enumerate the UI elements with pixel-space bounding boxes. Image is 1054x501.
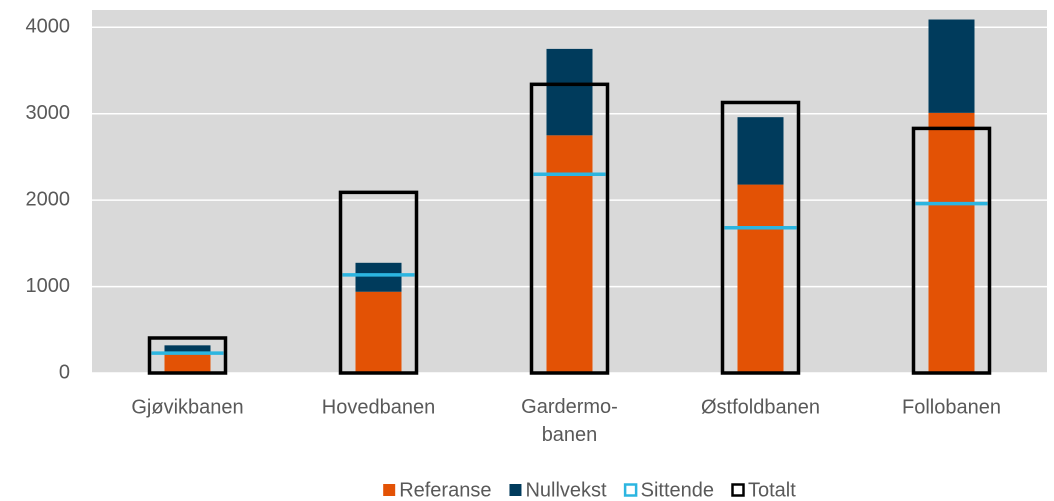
legend-label: Nullvekst (525, 479, 607, 501)
bar (737, 117, 784, 185)
total-box (338, 190, 419, 375)
total-box (720, 100, 801, 375)
x-tick-label: Follobanen (902, 396, 1001, 418)
legend-swatch (509, 484, 522, 496)
label-line: Gardermo- (521, 396, 618, 418)
bar (928, 19, 975, 113)
y-tick-label: 4000 (26, 16, 71, 38)
x-tick-label: Hovedbanen (322, 396, 435, 418)
legend-label: Referanse (399, 479, 491, 501)
total-box (147, 336, 228, 375)
total-box (529, 82, 610, 375)
y-tick-label: 3000 (26, 102, 71, 124)
bar (355, 291, 402, 373)
bar (928, 112, 975, 373)
legend-label: Sittende (641, 479, 714, 501)
legend: Referanse Nullvekst Sittende Totalt (383, 479, 796, 501)
bar (164, 353, 211, 373)
y-tick-label: 1000 (26, 275, 71, 297)
y-tick-label: 0 (59, 361, 70, 383)
y-tick-label: 2000 (26, 188, 71, 210)
x-tick-label: Gjøvikbanen (131, 396, 243, 418)
label-line: banen (542, 424, 598, 446)
x-tick-label: Gardermo-banen (521, 396, 618, 446)
legend-swatch (623, 483, 638, 497)
bar (164, 345, 211, 354)
bar (737, 184, 784, 373)
x-tick-label: Østfoldbanen (701, 396, 820, 418)
bar (355, 262, 402, 292)
bar (546, 48, 593, 136)
bar (546, 135, 593, 373)
legend-swatch (731, 483, 745, 497)
legend-label: Totalt (748, 479, 796, 501)
legend-swatch (383, 484, 396, 496)
total-box (911, 126, 992, 375)
